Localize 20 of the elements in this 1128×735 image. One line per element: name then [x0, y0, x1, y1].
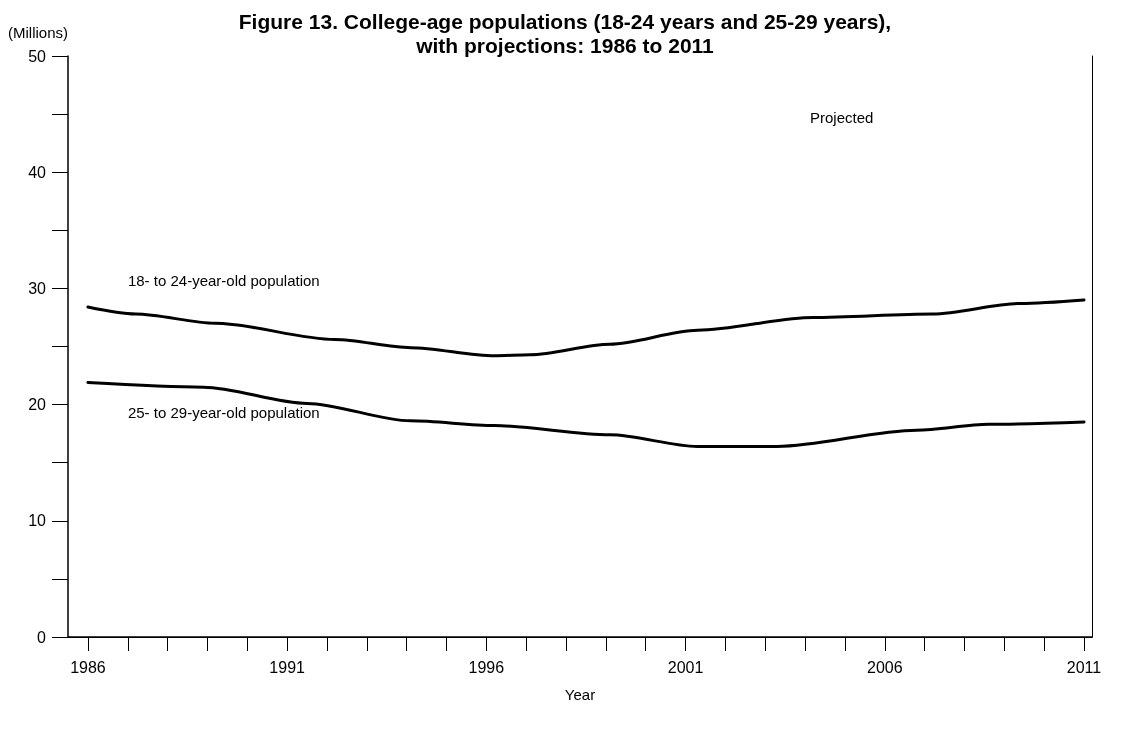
series-label: 25- to 29-year-old population — [127, 403, 320, 421]
x-tick-label: 2001 — [667, 658, 704, 676]
x-tick-label: 1996 — [468, 658, 505, 676]
y-axis-title: (Millions) — [8, 24, 68, 41]
y-tick-label: 50 — [28, 47, 47, 65]
x-tick-label: 2011 — [1066, 658, 1102, 676]
y-tick-label: 30 — [28, 279, 47, 297]
x-axis-title: Year — [564, 686, 596, 703]
x-tick-label: 1986 — [70, 658, 106, 676]
series-label: 18- to 24-year-old population — [127, 271, 320, 289]
chart-title: Figure 13. College-age populations (18-24 years and 25-29 years), with projections: 1986 to 2011 — [238, 9, 892, 57]
y-tick-label: 10 — [28, 512, 47, 530]
y-tick-label: 40 — [28, 163, 47, 181]
x-tick-label: 1991 — [269, 658, 306, 676]
x-tick-label: 2006 — [867, 658, 903, 676]
line-series — [86, 298, 1086, 358]
line-series — [86, 381, 1086, 448]
annotation: Projected — [810, 109, 874, 126]
y-tick-label: 20 — [28, 396, 47, 414]
y-tick-label: 0 — [37, 628, 47, 646]
